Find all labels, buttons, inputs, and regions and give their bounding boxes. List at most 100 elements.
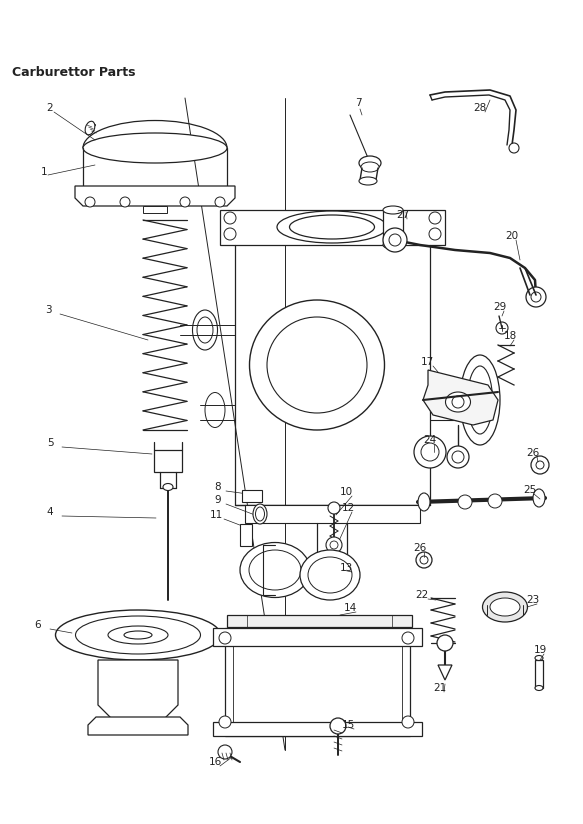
Circle shape	[452, 451, 464, 463]
Ellipse shape	[300, 550, 360, 600]
Circle shape	[531, 292, 541, 302]
Circle shape	[389, 234, 401, 246]
Ellipse shape	[308, 557, 352, 593]
Circle shape	[496, 322, 508, 334]
Polygon shape	[438, 665, 452, 680]
Text: 23: 23	[526, 595, 540, 605]
Ellipse shape	[255, 507, 265, 521]
Bar	[535, 660, 543, 688]
Ellipse shape	[277, 211, 387, 243]
Ellipse shape	[163, 484, 173, 490]
Circle shape	[219, 632, 231, 644]
Ellipse shape	[483, 592, 528, 622]
Circle shape	[326, 537, 342, 553]
Text: 8: 8	[215, 482, 222, 492]
Circle shape	[536, 461, 544, 469]
Ellipse shape	[445, 392, 470, 412]
Ellipse shape	[124, 631, 152, 639]
Ellipse shape	[240, 542, 310, 597]
Circle shape	[416, 552, 432, 568]
Circle shape	[180, 197, 190, 207]
Polygon shape	[98, 660, 178, 730]
Bar	[154, 450, 182, 472]
Text: 19: 19	[533, 645, 547, 655]
Bar	[242, 490, 262, 502]
Ellipse shape	[55, 610, 220, 660]
Bar	[240, 524, 252, 546]
Text: 16: 16	[208, 757, 222, 767]
Text: 17: 17	[420, 357, 434, 367]
Text: 14: 14	[343, 603, 357, 613]
Text: 26: 26	[526, 448, 540, 458]
Text: Carburettor Parts: Carburettor Parts	[12, 65, 135, 78]
Text: 28: 28	[473, 103, 487, 113]
Ellipse shape	[85, 121, 95, 135]
Circle shape	[447, 446, 469, 468]
Text: 13: 13	[339, 563, 353, 573]
Circle shape	[219, 716, 231, 728]
Text: 6: 6	[34, 620, 41, 630]
Bar	[227, 615, 412, 627]
Text: 1: 1	[41, 167, 47, 177]
Text: 11: 11	[209, 510, 223, 520]
Ellipse shape	[533, 489, 545, 507]
Ellipse shape	[267, 317, 367, 413]
Ellipse shape	[383, 241, 403, 249]
Text: 22: 22	[415, 590, 429, 600]
Ellipse shape	[192, 310, 217, 350]
Ellipse shape	[359, 177, 377, 185]
Text: 3: 3	[45, 305, 51, 315]
Circle shape	[429, 212, 441, 224]
Circle shape	[420, 556, 428, 564]
Ellipse shape	[361, 162, 379, 172]
Ellipse shape	[359, 156, 381, 170]
Text: 15: 15	[342, 720, 354, 730]
Ellipse shape	[383, 206, 403, 214]
Text: 26: 26	[413, 543, 427, 553]
Circle shape	[531, 456, 549, 474]
Text: 27: 27	[396, 210, 410, 220]
Circle shape	[402, 716, 414, 728]
Circle shape	[402, 632, 414, 644]
Bar	[383, 210, 403, 245]
Polygon shape	[88, 717, 188, 735]
Ellipse shape	[83, 133, 227, 163]
Bar	[245, 505, 420, 523]
Ellipse shape	[253, 504, 267, 524]
Bar	[220, 210, 445, 245]
Text: 29: 29	[493, 302, 507, 312]
Circle shape	[120, 197, 130, 207]
Polygon shape	[423, 370, 498, 425]
Circle shape	[429, 228, 441, 240]
Text: 18: 18	[503, 331, 517, 341]
Text: 10: 10	[339, 487, 353, 497]
Text: 24: 24	[423, 435, 437, 445]
Text: 4: 4	[47, 507, 53, 517]
Text: 12: 12	[342, 503, 354, 513]
Polygon shape	[143, 206, 167, 213]
Text: 25: 25	[524, 485, 536, 495]
Circle shape	[330, 541, 338, 549]
Text: 2: 2	[47, 103, 53, 113]
Text: 5: 5	[47, 438, 53, 448]
Circle shape	[437, 635, 453, 651]
Ellipse shape	[468, 366, 493, 434]
Bar	[213, 722, 422, 736]
Circle shape	[215, 197, 225, 207]
Ellipse shape	[290, 215, 374, 239]
Text: 7: 7	[354, 98, 361, 108]
Ellipse shape	[460, 355, 500, 445]
Circle shape	[218, 745, 232, 759]
Circle shape	[458, 495, 472, 509]
Text: 9: 9	[215, 495, 222, 505]
Circle shape	[224, 212, 236, 224]
Ellipse shape	[249, 550, 301, 590]
Ellipse shape	[76, 616, 201, 654]
Circle shape	[85, 197, 95, 207]
Circle shape	[328, 502, 340, 514]
Circle shape	[526, 287, 546, 307]
Bar	[225, 628, 410, 736]
Ellipse shape	[490, 598, 520, 616]
Circle shape	[224, 228, 236, 240]
Bar	[213, 628, 422, 646]
